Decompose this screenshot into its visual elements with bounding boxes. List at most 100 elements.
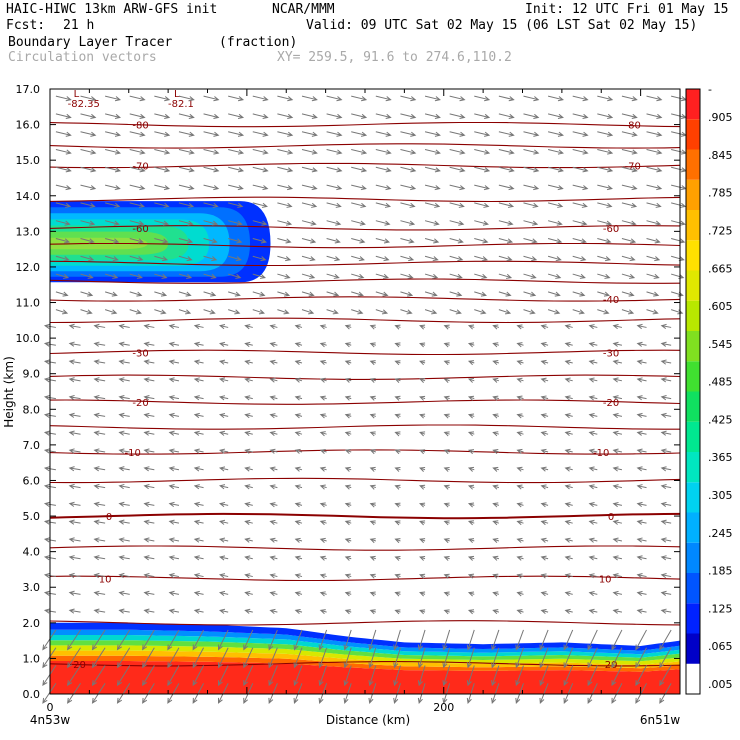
vector-arrow-606 [252,273,266,279]
low-value-0: -82.35 [68,99,100,110]
vector-arrow-307 [564,484,573,490]
vector-arrow-166 [294,573,303,579]
vector-arrow-684 [252,220,268,226]
vector-arrow-769 [424,166,441,173]
vector-arrow-472 [143,359,155,365]
contour-line-12 [49,349,681,356]
vector-arrow-667 [474,237,489,244]
contour-label-22-1: 20 [605,660,618,671]
vector-arrow-157 [68,572,81,579]
vector-arrow-10 [293,683,303,704]
vector-arrow-514 [540,342,549,348]
vector-arrow-587 [424,291,438,297]
colorbar-label-12: .725 [708,224,733,237]
vector-arrow-558 [351,309,364,315]
vector-arrow-299 [369,484,376,490]
vector-arrow-565 [523,309,536,315]
vector-arrow-367 [118,430,130,436]
vector-arrow-456 [394,378,401,383]
vector-arrow-86 [243,629,254,651]
vector-arrow-483 [419,360,426,366]
vector-arrow-228 [540,537,549,543]
vector-arrow-268 [244,502,253,508]
contour-line-21 [49,620,681,626]
vector-arrow-751 [621,184,638,191]
vector-arrow-752 [646,184,663,191]
vector-arrow-42 [442,665,451,687]
y-tick-label-10: 10.0 [16,332,41,345]
vector-arrow-147 [467,591,475,597]
axes: 0.0 1.0 2.0 3.0 4.0 5.0 6.0 7.0 8.0 9.0 10.0 11.0 12… [16,83,680,714]
vector-arrow-368 [143,430,155,436]
vector-arrow-362 [636,448,647,454]
vector-arrow-875 [474,95,491,102]
vector-arrow-399 [269,413,278,419]
vector-arrow-801 [572,149,589,155]
vector-arrow-567 [572,309,585,315]
low-marker-0: L [74,89,80,100]
vector-arrow-1 [67,683,81,704]
y-tick-label-16: 16.0 [16,119,41,132]
vector-arrow-262 [93,501,106,507]
vector-arrow-800 [547,149,564,155]
vector-arrow-842 [301,113,318,120]
vector-arrow-737 [277,184,294,191]
vector-arrow-318 [193,466,204,472]
vector-arrow-441 [660,395,672,401]
vector-arrow-138 [244,591,253,597]
vector-arrow-128 [636,608,647,614]
vector-arrow-549 [129,309,142,315]
vector-arrow-706 [154,202,170,208]
vector-arrow-799 [523,149,540,155]
vector-arrow-124 [540,608,549,615]
vector-arrow-778 [646,166,663,173]
vector-arrow-102 [635,629,647,651]
vector-arrow-279 [516,502,524,508]
vector-arrow-80 [91,629,106,651]
vector-arrow-493 [660,359,672,365]
vector-arrow-568 [597,309,610,315]
vector-arrow-324 [344,466,352,472]
vector-arrow-389 [660,430,672,436]
vector-arrow-758 [154,166,171,173]
vector-arrow-240 [193,519,204,525]
vector-arrow-270 [294,502,303,508]
vector-arrow-24 [635,683,647,704]
vector-arrow-481 [369,360,376,366]
vector-arrow-386 [588,430,598,436]
vector-arrow-84 [192,629,205,651]
vector-arrow-408 [492,413,500,419]
vector-arrow-490 [588,359,598,365]
vector-arrow-820 [400,131,417,137]
vector-arrow-109 [168,608,180,614]
vector-arrow-216 [244,537,253,543]
vector-arrow-571 [670,309,684,315]
vector-arrow-664 [400,237,415,244]
vector-arrow-176 [540,573,549,579]
vector-arrow-68 [442,647,451,669]
vector-arrow-226 [492,538,500,544]
vector-arrow-103 [659,629,672,651]
vector-arrow-782 [105,149,122,155]
vector-arrow-670 [547,237,563,244]
vector-arrow-844 [351,113,368,120]
contour-label-6-1: -60 [603,224,619,235]
vector-arrow-564 [498,309,512,315]
contour-line-8 [49,260,681,267]
vector-arrow-69 [466,647,475,669]
vector-arrow-165 [269,573,278,579]
vector-arrow-837 [178,113,195,120]
vector-arrow-460 [492,377,500,383]
vector-arrow-21 [563,683,574,704]
vector-arrow-331 [516,466,524,472]
vector-arrow-169 [369,573,376,579]
vector-arrow-222 [394,538,401,544]
vector-arrow-867 [277,95,294,102]
vector-arrow-0 [42,683,57,704]
vector-arrow-363 [660,448,672,454]
vector-arrow-640 [449,255,464,262]
vector-arrow-604 [203,273,217,279]
vector-arrow-206 [636,555,647,561]
vector-arrow-87 [268,629,278,651]
bl-band-4 [50,640,680,662]
